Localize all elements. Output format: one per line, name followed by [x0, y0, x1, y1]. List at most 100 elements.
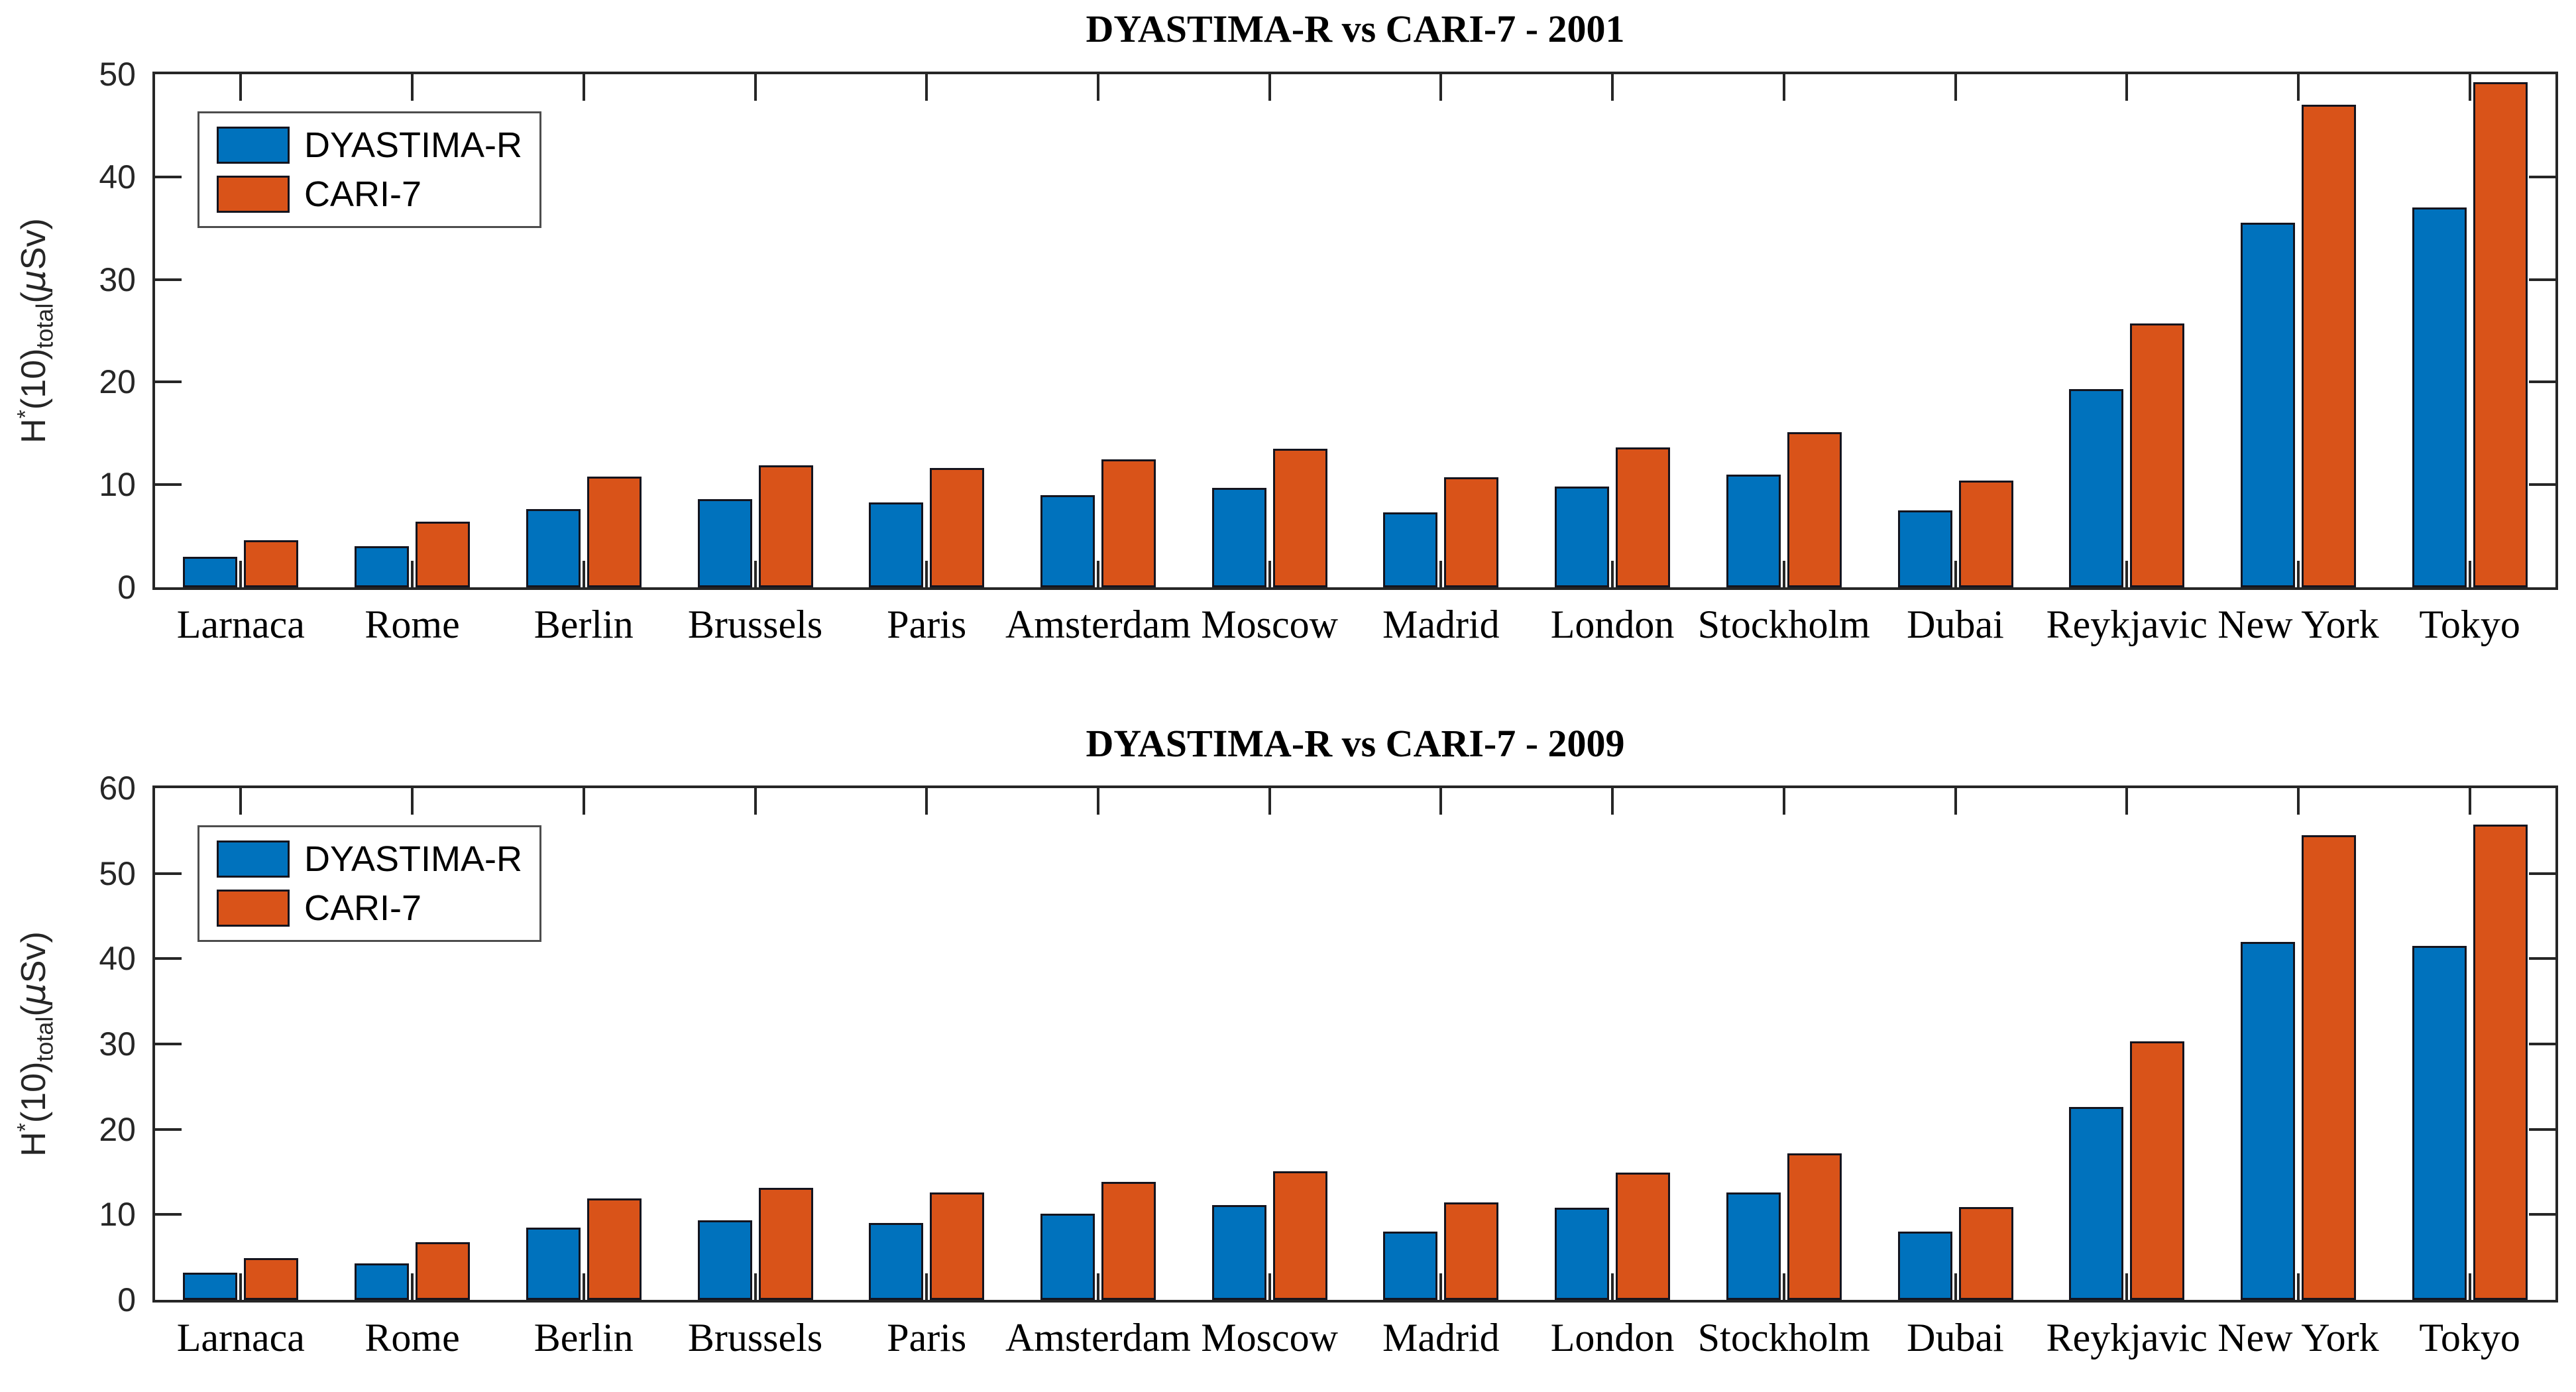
y-axis-tick [155, 483, 182, 487]
legend-swatch-dyastima-r [217, 841, 290, 878]
legend: DYASTIMA-R CARI-7 [197, 825, 542, 942]
bar-dyastima-r-madrid [1383, 1232, 1438, 1300]
y-axis-tick [2529, 483, 2555, 487]
bar-cari-7-paris [930, 468, 985, 587]
y-axis-tick [2529, 380, 2555, 384]
bar-dyastima-r-stockholm [1726, 474, 1781, 587]
bar-dyastima-r-larnaca [183, 1272, 238, 1300]
x-axis-tick [1782, 561, 1785, 587]
legend-entry-dyastima-r: DYASTIMA-R [217, 841, 522, 878]
y-axis-tick [155, 1043, 182, 1045]
x-axis-tick [1268, 1273, 1271, 1300]
legend-entry-cari-7: CARI-7 [217, 176, 522, 213]
x-tick-label: Dubai [1907, 1316, 2004, 1360]
x-tick-label: Larnaca [176, 603, 305, 646]
x-axis-tick [239, 561, 243, 587]
x-axis-tick [582, 561, 585, 587]
bar-dyastima-r-berlin [526, 509, 581, 587]
x-tick-label: Berlin [533, 1316, 634, 1360]
x-tick-label: Paris [887, 603, 967, 646]
y-tick-label: 30 [99, 1025, 136, 1063]
x-axis-tick [925, 74, 928, 101]
x-tick-label: London [1550, 603, 1675, 646]
x-tick-label: Amsterdam [1005, 603, 1191, 646]
x-tick-label: Amsterdam [1005, 1316, 1191, 1360]
bar-cari-7-paris [930, 1192, 985, 1300]
bar-cari-7-london [1616, 447, 1671, 587]
y-axis-tick [2529, 957, 2555, 960]
x-tick-label: Moscow [1201, 1316, 1338, 1360]
x-axis-tick [239, 74, 243, 101]
legend-entry-cari-7: CARI-7 [217, 890, 522, 927]
ylabel-superscript: * [13, 410, 38, 419]
y-tick-label: 20 [99, 1110, 136, 1148]
y-axis-tick [155, 175, 182, 178]
x-tick-label: Madrid [1382, 1316, 1500, 1360]
bar-cari-7-stockholm [1787, 1153, 1842, 1300]
bar-cari-7-dubai [1958, 1206, 2013, 1300]
x-axis-tick [411, 788, 414, 815]
x-tick-label: Stockholm [1697, 603, 1870, 646]
bar-cari-7-larnaca [244, 540, 299, 587]
y-axis-tick [155, 1213, 182, 1216]
x-axis-tick [582, 74, 585, 101]
x-axis-tick [1954, 1273, 1957, 1300]
bar-cari-7-london [1616, 1173, 1671, 1300]
bar-cari-7-amsterdam [1101, 459, 1156, 587]
x-axis-tick [411, 1273, 414, 1300]
x-tick-label: New York [2217, 603, 2379, 646]
ylabel-unit-close: Sv) [14, 218, 53, 270]
x-axis-tick [1096, 1273, 1099, 1300]
bar-dyastima-r-larnaca [183, 556, 238, 587]
bar-dyastima-r-moscow [1211, 487, 1266, 587]
x-axis-tick [1439, 788, 1443, 815]
bar-dyastima-r-dubai [1897, 1232, 1952, 1300]
bar-cari-7-moscow [1272, 449, 1327, 587]
x-tick-label: Reykjavic [2046, 603, 2208, 646]
ylabel-unit-open: ( [14, 1005, 53, 1017]
bar-cari-7-larnaca [244, 1257, 299, 1300]
bar-dyastima-r-reykjavic [2069, 389, 2124, 587]
bar-cari-7-brussels [758, 465, 813, 587]
x-axis-tick [925, 788, 928, 815]
x-axis-tick [1782, 788, 1785, 815]
y-axis-tick [2529, 1043, 2555, 1045]
x-axis-tick [2296, 561, 2300, 587]
x-axis-tick [582, 788, 585, 815]
x-axis-tick [2468, 1273, 2471, 1300]
bar-dyastima-r-reykjavic [2069, 1107, 2124, 1300]
y-axis-tick [155, 957, 182, 960]
bar-cari-7-new-york [2301, 835, 2356, 1300]
bar-dyastima-r-paris [869, 1223, 924, 1300]
y-tick-label: 10 [99, 1196, 136, 1234]
x-axis-tick [754, 74, 757, 101]
x-tick-label: Brussels [687, 1316, 823, 1360]
x-axis-tick [1611, 561, 1614, 587]
x-tick-label: Rome [364, 603, 460, 646]
bar-cari-7-rome [416, 1242, 471, 1300]
ylabel-unit-mu: μ [13, 983, 54, 1006]
y-tick-label: 40 [99, 940, 136, 978]
x-axis-tick [1439, 1273, 1443, 1300]
bar-dyastima-r-rome [355, 546, 410, 587]
y-axis-tick [2529, 1128, 2555, 1131]
x-axis-tick [2296, 1273, 2300, 1300]
bar-dyastima-r-stockholm [1726, 1192, 1781, 1300]
y-axis-label: H*(10)total(μSv) [13, 931, 59, 1157]
legend-label-cari-7: CARI-7 [304, 174, 422, 214]
x-axis-tick [2468, 74, 2471, 101]
x-axis-tick [411, 561, 414, 587]
bar-cari-7-rome [416, 521, 471, 587]
x-tick-label: Paris [887, 1316, 967, 1360]
bar-dyastima-r-new-york [2240, 223, 2295, 587]
y-tick-label: 40 [99, 158, 136, 196]
x-axis-tick [1268, 788, 1271, 815]
y-axis-tick [155, 278, 182, 281]
bar-cari-7-amsterdam [1101, 1182, 1156, 1300]
y-axis-tick [2529, 278, 2555, 281]
bar-cari-7-moscow [1272, 1171, 1327, 1300]
ylabel-unit-close: Sv) [14, 931, 53, 984]
ylabel-superscript: * [13, 1123, 38, 1132]
